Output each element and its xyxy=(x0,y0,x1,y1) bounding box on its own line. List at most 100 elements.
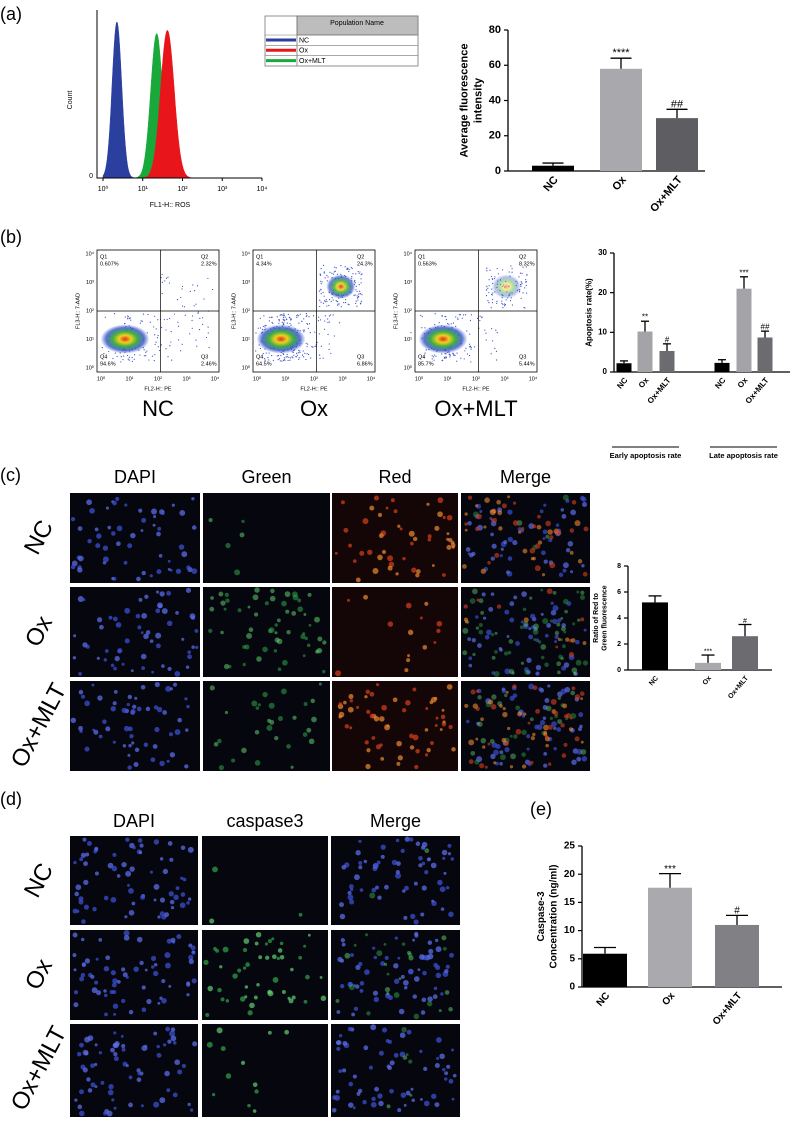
cell xyxy=(413,919,419,925)
y-tick-label: 10 xyxy=(598,327,607,336)
event-dot xyxy=(508,271,510,273)
cell xyxy=(431,899,435,903)
cell xyxy=(187,654,192,660)
cell xyxy=(187,897,192,901)
cell xyxy=(409,733,414,739)
event-dot xyxy=(494,276,496,278)
cell xyxy=(402,556,406,561)
event-dot xyxy=(264,359,266,361)
cell xyxy=(138,597,143,602)
cell xyxy=(125,837,130,842)
cell xyxy=(102,556,109,563)
micrograph xyxy=(202,1024,328,1117)
cell xyxy=(128,887,134,894)
cell xyxy=(348,693,354,700)
cell xyxy=(502,711,508,718)
cell xyxy=(218,765,224,771)
cell xyxy=(397,1108,402,1113)
event-dot xyxy=(457,318,459,321)
cell xyxy=(521,591,527,597)
cell xyxy=(544,662,549,668)
cell xyxy=(450,540,455,545)
cell xyxy=(258,955,263,960)
cell xyxy=(95,543,101,549)
column-label: Green xyxy=(241,467,291,487)
micrograph xyxy=(461,587,590,677)
cell xyxy=(77,526,83,531)
event-dot xyxy=(286,353,288,356)
row-label: Ox+MLT xyxy=(6,1022,73,1115)
cell xyxy=(509,617,515,623)
event-dot xyxy=(153,326,155,328)
cell xyxy=(140,1104,144,1108)
cell xyxy=(255,931,262,938)
event-dot xyxy=(320,268,322,270)
event-dot xyxy=(127,316,129,318)
event-dot xyxy=(291,356,293,358)
event-dot xyxy=(348,269,350,271)
cell xyxy=(408,530,415,537)
cell xyxy=(120,1034,124,1038)
event-dot xyxy=(458,314,460,316)
cell xyxy=(517,711,523,717)
y-tick-label: 10² xyxy=(404,308,412,314)
cell xyxy=(74,891,80,897)
cell xyxy=(165,1026,170,1032)
cell xyxy=(439,728,443,732)
event-dot xyxy=(503,303,506,305)
event-dot xyxy=(324,300,326,302)
cell xyxy=(543,752,548,756)
cell xyxy=(125,975,129,979)
cell xyxy=(582,571,588,577)
cell xyxy=(413,1013,420,1020)
cell xyxy=(184,764,189,769)
y-tick-label: 10⁰ xyxy=(404,364,413,371)
event-dot xyxy=(306,343,309,345)
cell xyxy=(437,511,443,518)
cell xyxy=(192,1041,198,1047)
cell xyxy=(477,643,482,648)
event-dot xyxy=(304,352,306,354)
cell xyxy=(412,994,417,999)
cell xyxy=(164,1070,170,1077)
cell xyxy=(106,1110,113,1117)
cell xyxy=(184,697,188,701)
micrograph xyxy=(202,836,328,925)
y-axis-label: FL3-H:: 7-AAD xyxy=(231,293,237,329)
cell xyxy=(98,734,103,739)
cell xyxy=(418,863,423,868)
cell xyxy=(133,761,139,767)
cell xyxy=(556,727,562,732)
cell xyxy=(130,669,134,673)
event-dot xyxy=(318,354,321,356)
cell xyxy=(446,1064,451,1069)
event-dot xyxy=(113,312,116,315)
cell xyxy=(566,601,572,606)
event-dot xyxy=(155,328,157,330)
cell xyxy=(483,525,487,529)
event-dot xyxy=(448,323,450,325)
event-dot xyxy=(328,304,330,307)
cell xyxy=(132,704,137,709)
cell xyxy=(128,1009,134,1015)
quadrant-name: Q3 xyxy=(201,354,208,360)
cell xyxy=(344,952,351,959)
event-dot xyxy=(314,345,316,347)
event-dot xyxy=(290,318,292,320)
cell xyxy=(556,622,561,627)
cell xyxy=(372,568,379,574)
event-dot xyxy=(521,282,523,284)
event-dot xyxy=(271,354,273,357)
cell xyxy=(185,665,190,669)
event-dot xyxy=(435,355,437,357)
event-dot xyxy=(193,305,195,307)
column-label: Red xyxy=(378,467,411,487)
bar xyxy=(583,953,627,987)
cell xyxy=(161,998,167,1004)
cell xyxy=(491,671,495,675)
cell xyxy=(70,564,76,570)
cell xyxy=(364,740,369,745)
cell xyxy=(427,534,432,539)
cell xyxy=(451,1097,455,1101)
